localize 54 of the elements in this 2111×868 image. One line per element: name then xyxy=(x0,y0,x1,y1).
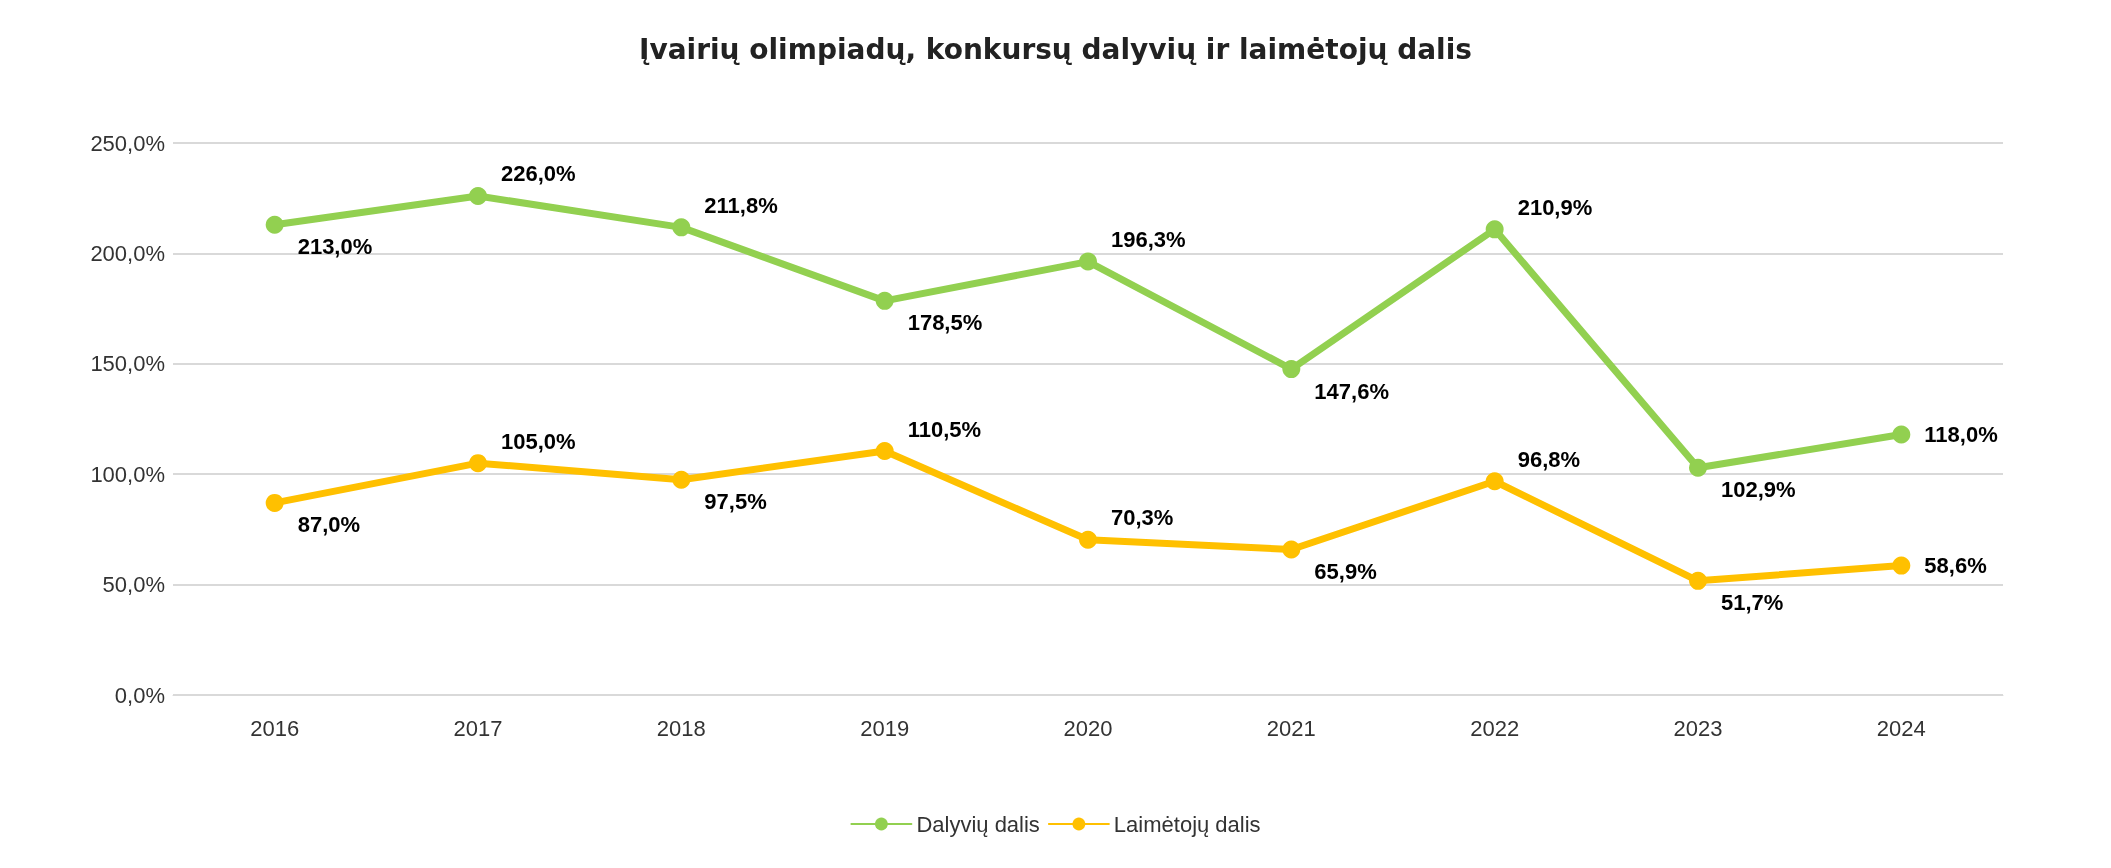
point xyxy=(469,187,487,205)
point xyxy=(1689,571,1707,590)
data-label: 196,3% xyxy=(1111,227,1186,253)
data-label: 211,8% xyxy=(704,192,778,218)
point xyxy=(1485,472,1504,491)
y-tick-label: 0,0% xyxy=(114,682,165,708)
point xyxy=(265,493,284,512)
data-label: 70,3% xyxy=(1111,505,1174,531)
data-label: 65,9% xyxy=(1314,558,1377,584)
chart-title: Įvairių olimpiadų, konkursų dalyvių ir laimėtojų dalis xyxy=(639,32,1472,66)
data-label: 87,0% xyxy=(297,512,361,538)
data-label: 110,5% xyxy=(907,416,982,442)
x-tick-label: 2021 xyxy=(1266,715,1316,741)
x-tick-label: 2016 xyxy=(250,715,300,741)
x-tick-label: 2020 xyxy=(1063,715,1113,741)
x-tick-label: 2017 xyxy=(453,715,503,741)
point xyxy=(1485,220,1504,239)
y-tick-label: 150,0% xyxy=(90,351,165,377)
point xyxy=(1892,556,1911,575)
data-label: 178,5% xyxy=(907,310,983,336)
y-tick-label: 200,0% xyxy=(90,240,165,266)
point xyxy=(875,291,894,310)
data-label: 97,5% xyxy=(704,489,767,515)
data-label: 210,9% xyxy=(1517,194,1593,220)
data-label: 102,9% xyxy=(1721,477,1796,503)
x-tick-label: 2018 xyxy=(656,715,706,741)
data-label: 213,0% xyxy=(297,234,373,260)
data-label: 226,0% xyxy=(501,161,576,187)
point xyxy=(1079,530,1097,549)
y-tick-label: 250,0% xyxy=(90,130,165,156)
point xyxy=(469,454,487,473)
data-label: 51,7% xyxy=(1721,590,1784,616)
x-tick-label: 2019 xyxy=(860,715,910,741)
data-label: 105,0% xyxy=(501,428,576,454)
point xyxy=(672,218,691,237)
point xyxy=(1079,252,1097,271)
data-label: 96,8% xyxy=(1517,446,1581,472)
point xyxy=(1689,458,1707,477)
point xyxy=(672,470,691,489)
x-tick-label: 2022 xyxy=(1470,715,1520,741)
y-tick-label: 100,0% xyxy=(90,461,165,487)
point xyxy=(1892,425,1911,444)
x-tick-label: 2023 xyxy=(1673,715,1723,741)
data-label: 147,6% xyxy=(1314,378,1389,404)
y-tick-label: 50,0% xyxy=(102,572,165,598)
point xyxy=(1282,540,1301,559)
point xyxy=(1282,360,1301,379)
data-label: 58,6% xyxy=(1924,553,1987,579)
x-tick-label: 2024 xyxy=(1876,715,1926,741)
point xyxy=(875,442,894,461)
legend-label: Dalyvių dalis xyxy=(916,811,1040,837)
data-label: 118,0% xyxy=(1924,421,1998,447)
point xyxy=(265,215,284,234)
legend-label: Laimėtojų dalis xyxy=(1113,811,1261,837)
